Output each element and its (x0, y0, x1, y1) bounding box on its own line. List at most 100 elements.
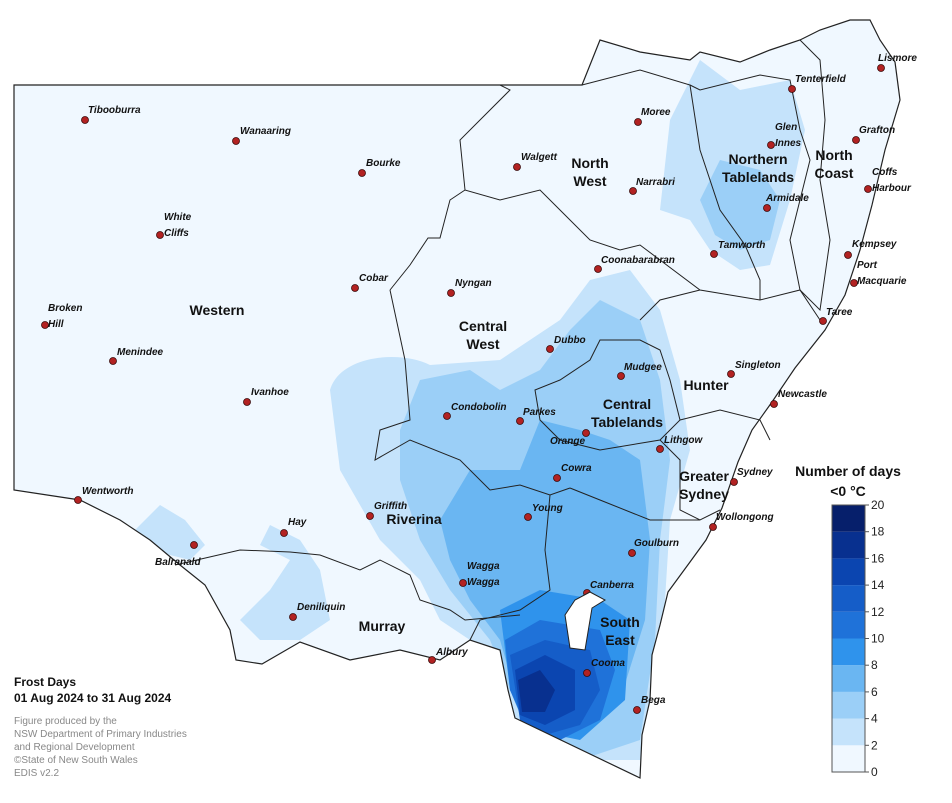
town-name: Moree (641, 107, 671, 118)
map-period: 01 Aug 2024 to 31 Aug 2024 (14, 691, 172, 705)
legend-tick-label: 2 (871, 738, 878, 752)
town-dot (727, 370, 735, 378)
town-name: Menindee (117, 347, 164, 358)
legend-title: <0 °C (830, 483, 866, 499)
town-name: Wagga (467, 561, 500, 572)
town-dot (788, 85, 796, 93)
town-dot (730, 478, 738, 486)
town-name: Griffith (374, 501, 407, 512)
legend-swatch (832, 691, 865, 719)
town-dot (447, 289, 455, 297)
town-name: Sydney (737, 467, 773, 478)
town-dot (617, 372, 625, 380)
town-dot (628, 549, 636, 557)
town-name: Cobar (359, 273, 389, 284)
town-dot (351, 284, 359, 292)
town-name: Dubbo (554, 335, 586, 346)
town-name: Glen (775, 122, 797, 133)
town-dot (81, 116, 89, 124)
town-dot (852, 136, 860, 144)
town-name: Cliffs (164, 228, 189, 239)
region-name: Western (190, 302, 245, 318)
town-name: Grafton (859, 125, 895, 136)
town-name: Lithgow (664, 435, 704, 446)
legend-swatch (832, 505, 865, 532)
town-dot (428, 656, 436, 664)
region-boundary (639, 289, 701, 321)
credit: Figure produced by the (14, 716, 117, 727)
town-dot (513, 163, 521, 171)
region-boundary (469, 494, 551, 641)
town-dot (443, 412, 451, 420)
region-name: Tablelands (591, 414, 663, 430)
town-dot (289, 613, 297, 621)
town-name: Tenterfield (795, 74, 847, 85)
town-name: Hay (288, 517, 307, 528)
legend-swatch (832, 745, 865, 772)
town-name: Walgett (521, 152, 558, 163)
town-name: Albury (435, 647, 468, 658)
legend-swatch (832, 585, 865, 612)
act (564, 591, 607, 651)
town-dot (850, 279, 858, 287)
town-name: Nyngan (455, 278, 492, 289)
town-name: Harbour (872, 183, 912, 194)
town-name: Tamworth (718, 240, 765, 251)
region-name: East (605, 632, 635, 648)
town-name: Condobolin (451, 402, 507, 413)
credit: NSW Department of Primary Industries (14, 729, 187, 740)
town-name: Mudgee (624, 362, 662, 373)
town-name: Innes (775, 138, 802, 149)
town-name: Armidale (765, 193, 809, 204)
town-dot (770, 400, 778, 408)
town-dot (634, 118, 642, 126)
town-dot (629, 187, 637, 195)
state-outline (13, 19, 901, 779)
legend-swatch (832, 558, 865, 586)
region-name: Tablelands (722, 169, 794, 185)
town-name: Ivanhoe (251, 387, 289, 398)
region-name: Riverina (386, 511, 441, 527)
town-name: Wollongong (716, 512, 774, 523)
town-name: Orange (550, 436, 585, 447)
town-dot (656, 445, 664, 453)
map-title: Frost Days (14, 675, 76, 689)
region-boundary (174, 549, 521, 621)
town-dot (156, 231, 164, 239)
town-dot (366, 512, 374, 520)
legend-tick-label: 4 (871, 712, 878, 726)
town-name: Goulburn (634, 538, 679, 549)
town-name: Newcastle (778, 389, 827, 400)
frost-band (518, 670, 555, 712)
legend-title: Number of days (795, 463, 901, 479)
town-dot (516, 417, 524, 425)
region-boundary (799, 39, 831, 312)
town-dot (864, 185, 872, 193)
region-name: Central (603, 396, 651, 412)
region-name: South (600, 614, 640, 630)
town-dot (358, 169, 366, 177)
legend-tick-label: 18 (871, 525, 885, 539)
legend-tick-label: 14 (871, 578, 885, 592)
credit: ©State of New South Wales (14, 755, 138, 766)
legend-swatch (832, 531, 865, 559)
town-name: Canberra (590, 580, 634, 591)
town-name: Narrabri (636, 177, 675, 188)
town-name: Singleton (735, 360, 781, 371)
town-dot (524, 513, 532, 521)
town-name: Wentworth (82, 486, 133, 497)
town-name: Wanaaring (240, 126, 291, 137)
town-dot (709, 523, 717, 531)
town-name: Balranald (155, 557, 201, 568)
legend-tick-label: 16 (871, 551, 885, 565)
town-dot (819, 317, 827, 325)
region-name: West (466, 336, 500, 352)
legend-swatch (832, 611, 865, 639)
town-dot (190, 541, 198, 549)
legend-swatch (832, 638, 865, 666)
region-boundary (679, 409, 771, 441)
region-name: West (573, 173, 607, 189)
town-dot (41, 321, 49, 329)
town-dot (877, 64, 885, 72)
